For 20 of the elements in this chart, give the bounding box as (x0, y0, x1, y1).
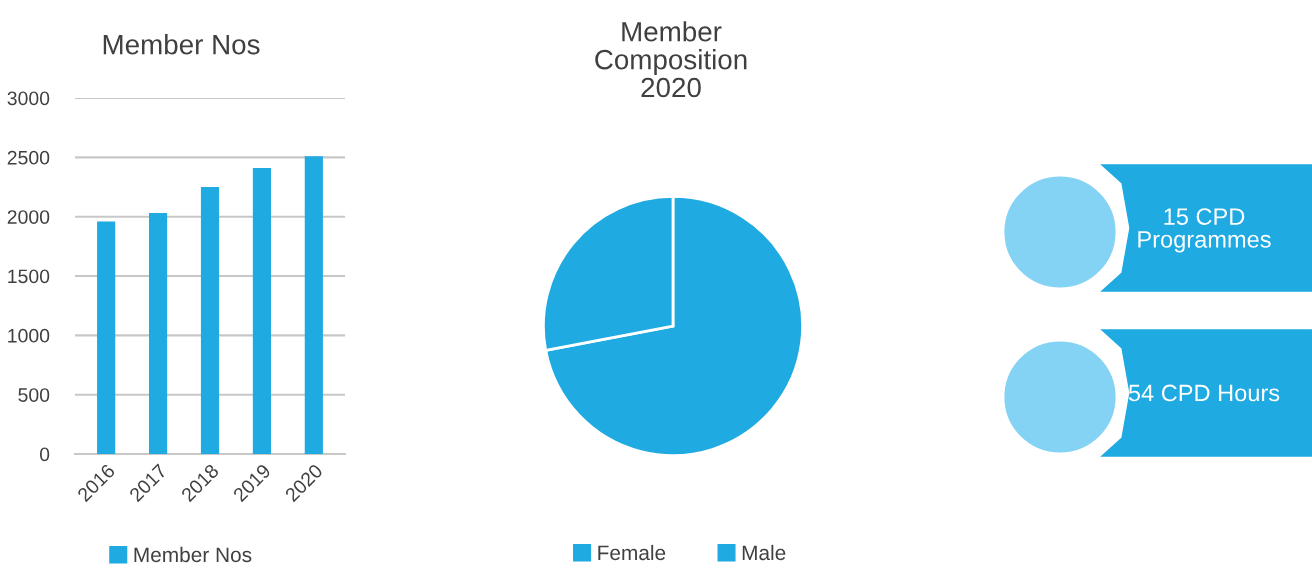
y-tick-label: 500 (18, 388, 50, 402)
text: 15 CPD Programmes (1138, 208, 1271, 253)
bar (252, 168, 272, 454)
pie-slice (544, 195, 804, 457)
bar (200, 187, 220, 454)
y-tick-label: 0 (39, 447, 50, 462)
legend-label: Male (742, 544, 786, 561)
bar (97, 221, 116, 454)
legend-label: Female (598, 544, 666, 561)
y-tick-label: 1500 (8, 269, 50, 284)
bar (148, 213, 168, 454)
y-tick-label: 2500 (7, 150, 50, 165)
text: 54 CPD Hours (1128, 384, 1280, 402)
y-tick-label: 2000 (7, 210, 50, 224)
legend-label: Member Nos (134, 546, 252, 563)
chart-title: Member Composition 2020 (595, 21, 747, 98)
bar (304, 156, 323, 454)
chart-title: Member Nos (103, 34, 260, 55)
y-tick-label: 3000 (7, 91, 50, 106)
y-tick-label: 1000 (8, 328, 50, 343)
